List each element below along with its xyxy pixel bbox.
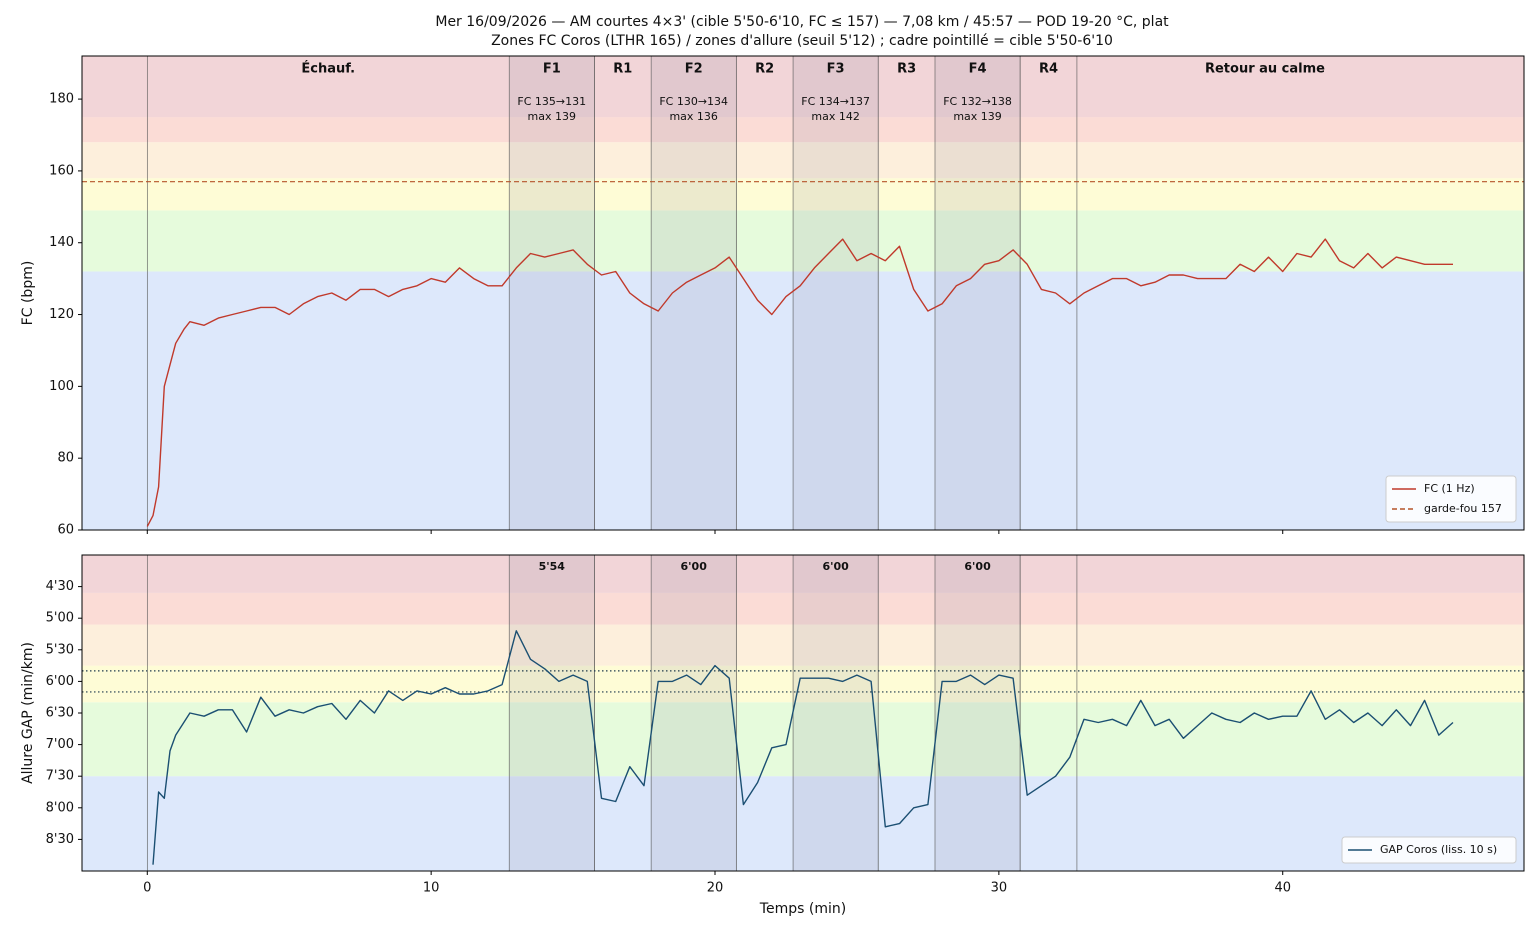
legend-label: FC (1 Hz): [1424, 482, 1475, 495]
legend-box: [1341, 836, 1517, 864]
plot-area: [82, 555, 1524, 871]
effort-shade: [651, 555, 737, 871]
segment-note: FC 130→134: [659, 95, 728, 108]
axes-frame: [81, 55, 1525, 531]
effort-pace-label: 6'00: [822, 560, 849, 573]
chart-title: Mer 16/09/2026 — AM courtes 4×3' (cible …: [435, 14, 1169, 30]
segment-label: Échauf.: [301, 61, 355, 77]
zone-band: [82, 117, 1524, 143]
segment-note: FC 135→131: [517, 95, 586, 108]
segment-note: FC 134→137: [801, 95, 870, 108]
segment-label: F4: [969, 62, 987, 77]
zone-band: [82, 555, 1524, 593]
effort-shade: [934, 56, 1021, 530]
effort-shade: [934, 555, 1021, 871]
effort-shade: [509, 555, 595, 871]
y-tick-label: 100: [49, 379, 74, 394]
y-tick-label: 60: [57, 523, 74, 538]
y-axis-label: Allure GAP (min/km): [20, 642, 36, 784]
zone-band: [82, 56, 1524, 118]
y-tick-label: 180: [49, 92, 74, 107]
x-tick-label: 20: [707, 881, 724, 896]
effort-shade: [793, 56, 879, 530]
segment-label: F2: [685, 62, 703, 77]
effort-shade: [651, 56, 737, 530]
y-tick-label: 5'00: [46, 611, 74, 626]
y-tick-label: 6'30: [46, 706, 74, 721]
x-tick-label: 30: [991, 881, 1008, 896]
y-tick-label: 5'30: [46, 642, 74, 657]
zone-band: [82, 271, 1524, 530]
series-line: [152, 630, 1454, 865]
zone-band: [82, 665, 1524, 703]
segment-label: F1: [543, 62, 561, 77]
effort-pace-label: 6'00: [964, 560, 991, 573]
y-tick-label: 160: [49, 163, 74, 178]
segment-label: R1: [613, 62, 632, 77]
y-tick-label: 7'30: [46, 769, 74, 784]
segment-label: Retour au calme: [1205, 62, 1325, 77]
y-tick-label: 8'00: [46, 800, 74, 815]
y-tick-label: 80: [57, 451, 74, 466]
x-tick-label: 10: [423, 881, 440, 896]
segment-note: max 139: [528, 110, 576, 123]
zone-band: [82, 592, 1524, 625]
y-tick-label: 7'00: [46, 737, 74, 752]
y-tick-label: 8'30: [46, 832, 74, 847]
zone-band: [82, 142, 1524, 179]
zone-band: [82, 624, 1524, 666]
effort-shade: [793, 555, 879, 871]
plot-area: [82, 56, 1524, 530]
y-tick-label: 4'30: [46, 579, 74, 594]
segment-label: R3: [897, 62, 916, 77]
segment-note: max 136: [669, 110, 717, 123]
segment-label: F3: [827, 62, 845, 77]
zone-band: [82, 210, 1524, 272]
effort-pace-label: 6'00: [681, 560, 708, 573]
segment-note: FC 132→138: [943, 95, 1012, 108]
x-tick-label: 0: [143, 881, 151, 896]
chart-subtitle: Zones FC Coros (LTHR 165) / zones d'allu…: [491, 33, 1113, 49]
y-tick-label: 120: [49, 307, 74, 322]
x-tick-label: 40: [1274, 881, 1291, 896]
segment-note: max 139: [953, 110, 1001, 123]
zone-band: [82, 702, 1524, 777]
legend-label: garde-fou 157: [1424, 502, 1502, 515]
segment-label: R2: [755, 62, 774, 77]
legend-label: GAP Coros (liss. 10 s): [1380, 843, 1497, 856]
y-tick-label: 140: [49, 235, 74, 250]
segment-label: R4: [1039, 62, 1058, 77]
zone-band: [82, 178, 1524, 211]
effort-shade: [509, 56, 595, 530]
x-axis-label: Temps (min): [759, 901, 846, 917]
zone-band: [82, 776, 1524, 871]
series-line: [146, 238, 1453, 527]
segment-note: max 142: [811, 110, 859, 123]
y-axis-label: FC (bpm): [20, 261, 36, 326]
legend-box: [1385, 475, 1517, 523]
effort-pace-label: 5'54: [539, 560, 566, 573]
y-tick-label: 6'00: [46, 674, 74, 689]
